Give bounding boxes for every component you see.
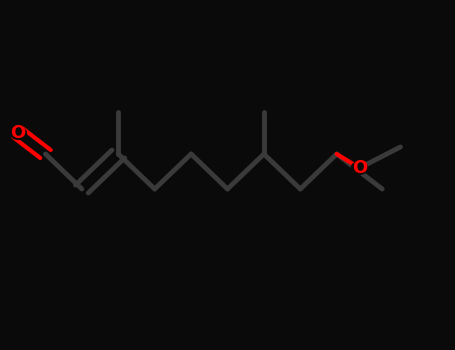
Text: O: O	[10, 124, 26, 142]
Circle shape	[10, 127, 26, 139]
Text: O: O	[352, 159, 367, 177]
Circle shape	[351, 162, 368, 174]
